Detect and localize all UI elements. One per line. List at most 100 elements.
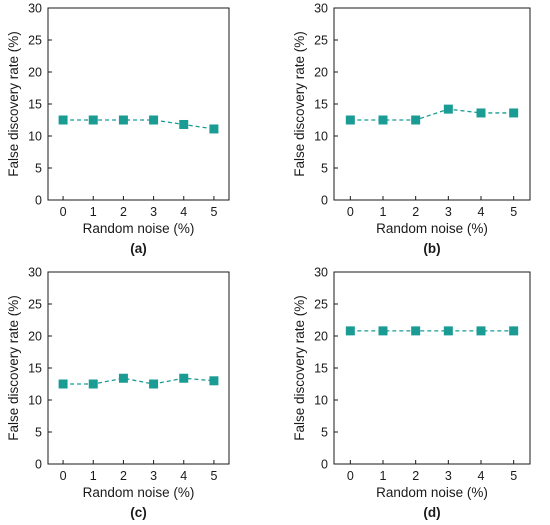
data-point-marker [345, 115, 355, 125]
data-point-marker [378, 115, 388, 125]
y-tick-label: 25 [28, 34, 42, 48]
x-tick-label: 5 [510, 205, 517, 219]
x-tick-label: 3 [150, 205, 157, 219]
y-tick-label: 30 [314, 266, 328, 280]
x-tick-label: 0 [60, 469, 67, 483]
y-tick-label: 15 [28, 362, 42, 376]
y-tick-label: 5 [321, 426, 328, 440]
data-point-marker [179, 119, 189, 129]
y-tick-label: 10 [28, 394, 42, 408]
data-point-marker [58, 115, 68, 125]
data-point-marker [411, 326, 421, 336]
data-point-marker [443, 326, 453, 336]
y-tick-label: 30 [28, 2, 42, 16]
y-tick-label: 15 [314, 362, 328, 376]
y-tick-label: 20 [28, 330, 42, 344]
y-tick-label: 25 [314, 34, 328, 48]
x-tick-label: 0 [347, 469, 354, 483]
data-point-marker [476, 326, 486, 336]
x-tick-label: 0 [347, 205, 354, 219]
series-line [63, 377, 214, 385]
y-tick-label: 0 [35, 194, 42, 208]
y-tick-label: 20 [314, 66, 328, 80]
y-tick-label: 5 [321, 162, 328, 176]
x-axis-label: Random noise (%) [376, 485, 488, 500]
chart-panel: 0 5 10 15 20 25 30 0 1 2 3 4 5 Random noise (%) (a) Fal… [6, 2, 230, 256]
plot-frame [47, 271, 230, 465]
x-axis-label: Random noise (%) [83, 221, 195, 236]
y-tick-label: 25 [28, 298, 42, 312]
x-tick-label: 1 [380, 469, 387, 483]
x-tick-label: 2 [412, 469, 419, 483]
x-tick-label: 1 [380, 205, 387, 219]
data-point-marker [411, 115, 421, 125]
data-point-marker [345, 326, 355, 336]
data-point-marker [88, 115, 98, 125]
y-tick-label: 20 [314, 330, 328, 344]
x-tick-label: 1 [90, 469, 97, 483]
x-tick-label: 2 [412, 205, 419, 219]
data-point-marker [378, 326, 388, 336]
data-point-marker [509, 326, 519, 336]
y-tick-label: 0 [321, 458, 328, 472]
x-tick-label: 1 [90, 205, 97, 219]
y-tick-label: 5 [35, 162, 42, 176]
data-point-marker [209, 376, 219, 386]
series-line [350, 108, 514, 121]
y-tick-label: 10 [314, 394, 328, 408]
y-tick-label: 25 [314, 298, 328, 312]
plot-frame [333, 7, 531, 201]
data-point-marker [476, 108, 486, 118]
data-point-marker [118, 373, 128, 383]
data-point-marker [88, 379, 98, 389]
x-tick-label: 5 [210, 469, 217, 483]
x-tick-label: 4 [478, 205, 485, 219]
y-tick-label: 10 [314, 130, 328, 144]
x-tick-label: 5 [510, 469, 517, 483]
panel-label: (d) [423, 505, 440, 520]
y-tick-label: 10 [28, 130, 42, 144]
chart-panel: 0 5 10 15 20 25 30 0 1 2 3 4 5 Random noise (%) (c) Fal… [6, 266, 230, 520]
y-tick-label: 15 [314, 98, 328, 112]
panel-label: (b) [423, 241, 440, 256]
plot-frame [47, 7, 230, 201]
y-axis-label: False discovery rate (%) [292, 295, 307, 441]
data-point-marker [179, 373, 189, 383]
y-tick-label: 15 [28, 98, 42, 112]
x-tick-label: 2 [120, 205, 127, 219]
x-tick-label: 4 [180, 469, 187, 483]
y-axis-label: False discovery rate (%) [6, 31, 21, 177]
x-tick-label: 4 [180, 205, 187, 219]
y-tick-label: 30 [314, 2, 328, 16]
x-tick-label: 3 [445, 469, 452, 483]
x-tick-label: 0 [60, 205, 67, 219]
data-point-marker [149, 115, 159, 125]
data-point-marker [149, 379, 159, 389]
x-axis-label: Random noise (%) [83, 485, 195, 500]
x-tick-label: 3 [150, 469, 157, 483]
x-tick-label: 2 [120, 469, 127, 483]
panel-label: (c) [130, 505, 147, 520]
data-point-marker [509, 108, 519, 118]
x-tick-label: 3 [445, 205, 452, 219]
x-tick-label: 5 [210, 205, 217, 219]
panel-label: (a) [130, 241, 147, 256]
chart-panel: 0 5 10 15 20 25 30 0 1 2 3 4 5 Random noise (%) (d) Fal… [292, 266, 531, 520]
data-point-marker [118, 115, 128, 125]
x-axis-label: Random noise (%) [376, 221, 488, 236]
y-tick-label: 30 [28, 266, 42, 280]
y-tick-label: 0 [35, 458, 42, 472]
chart-panel: 0 5 10 15 20 25 30 0 1 2 3 4 5 Random noise (%) (b) Fal… [292, 2, 531, 256]
plot-frame [333, 271, 531, 465]
data-point-marker [58, 379, 68, 389]
y-tick-label: 0 [321, 194, 328, 208]
x-tick-label: 4 [478, 469, 485, 483]
y-tick-label: 5 [35, 426, 42, 440]
y-axis-label: False discovery rate (%) [292, 31, 307, 177]
y-axis-label: False discovery rate (%) [6, 295, 21, 441]
series-line [63, 119, 215, 130]
data-point-marker [443, 104, 453, 114]
y-tick-label: 20 [28, 66, 42, 80]
data-point-marker [209, 124, 219, 134]
